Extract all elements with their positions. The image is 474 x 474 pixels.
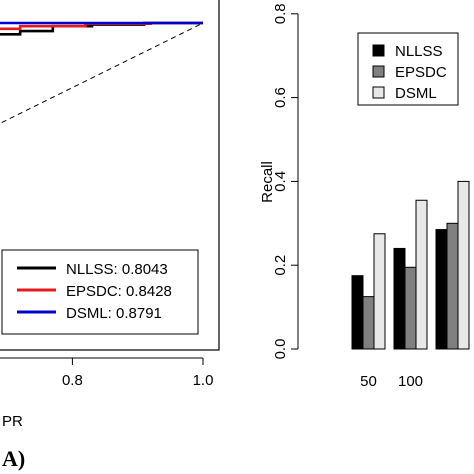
recall-y-tick-label: 0.4 (272, 171, 289, 192)
bar-dsml-50 (373, 233, 386, 350)
bar-nllss-100 (393, 247, 406, 350)
legend-label-epsdc: EPSDC: 0.8428 (66, 283, 172, 300)
recall-y-tick-label: 0.8 (272, 3, 289, 24)
recall-y-tick-label: 0.2 (272, 255, 289, 276)
roc-legend: NLLSS: 0.8043 EPSDC: 0.8428 DSML: 0.8791 (1, 249, 199, 335)
roc-line-nllss (0, 21, 203, 36)
legend-swatch-epsdc (372, 65, 385, 78)
legend-label-epsdc: EPSDC (395, 64, 447, 81)
roc-panel: 0.60.81.0 PR A) NLLSS: 0.8043 EPSDC: 0.8… (0, 0, 220, 471)
bar-dsml-group3 (457, 180, 470, 350)
diagonal-reference-line (0, 22, 204, 124)
bar-nllss-group3 (435, 229, 448, 350)
recall-legend: NLLSS EPSDC DSML (357, 32, 459, 106)
recall-y-axis-label: Recall (259, 161, 276, 203)
roc-line-epsdc (0, 21, 203, 31)
bar-epsdc-100 (404, 266, 417, 350)
recall-x-category-label: 100 (398, 373, 423, 390)
legend-label-nllss: NLLSS: 0.8043 (66, 261, 168, 278)
legend-label-nllss: NLLSS (395, 43, 443, 60)
legend-label-dsml: DSML: 0.8791 (66, 305, 162, 322)
roc-legend-box (1, 249, 199, 335)
legend-label-dsml: DSML (395, 85, 437, 102)
bar-epsdc-group3 (446, 222, 459, 350)
recall-x-category-label: 50 (360, 373, 377, 390)
roc-line-dsml (0, 21, 203, 25)
roc-x-tick-label: 0.8 (62, 372, 83, 389)
roc-x-axis-label: PR (2, 413, 23, 430)
bar-nllss-50 (351, 275, 364, 350)
recall-panel: 0.0 0.2 0.4 0.6 0.8 Recall 50 100 NLLSS EPSDC… (259, 3, 470, 390)
bar-dsml-100 (415, 199, 428, 350)
recall-y-tick-label: 0.6 (272, 87, 289, 108)
legend-swatch-nllss (372, 44, 385, 57)
legend-swatch-dsml (372, 86, 385, 99)
bar-epsdc-50 (362, 296, 375, 350)
roc-x-tick-label: 1.0 (193, 372, 214, 389)
roc-plot-frame (0, 0, 220, 351)
panel-label: A) (2, 446, 25, 471)
recall-y-tick-label: 0.0 (272, 339, 289, 360)
